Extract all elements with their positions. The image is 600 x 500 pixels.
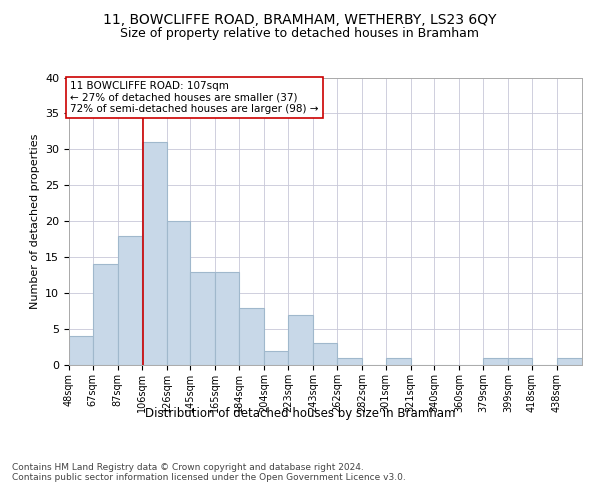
Bar: [190, 272, 215, 365]
Bar: [264, 350, 288, 365]
Bar: [508, 358, 532, 365]
Bar: [215, 272, 239, 365]
Bar: [239, 308, 264, 365]
Bar: [167, 221, 190, 365]
Bar: [93, 264, 118, 365]
Text: Size of property relative to detached houses in Bramham: Size of property relative to detached ho…: [121, 28, 479, 40]
Text: 11 BOWCLIFFE ROAD: 107sqm
← 27% of detached houses are smaller (37)
72% of semi-: 11 BOWCLIFFE ROAD: 107sqm ← 27% of detac…: [70, 81, 319, 114]
Text: 11, BOWCLIFFE ROAD, BRAMHAM, WETHERBY, LS23 6QY: 11, BOWCLIFFE ROAD, BRAMHAM, WETHERBY, L…: [103, 12, 497, 26]
Bar: [386, 358, 410, 365]
Bar: [288, 314, 313, 365]
Bar: [142, 142, 167, 365]
Bar: [118, 236, 142, 365]
Text: Distribution of detached houses by size in Bramham: Distribution of detached houses by size …: [145, 408, 455, 420]
Bar: [69, 336, 93, 365]
Bar: [557, 358, 582, 365]
Text: Contains HM Land Registry data © Crown copyright and database right 2024.
Contai: Contains HM Land Registry data © Crown c…: [12, 462, 406, 482]
Bar: [313, 344, 337, 365]
Bar: [483, 358, 508, 365]
Y-axis label: Number of detached properties: Number of detached properties: [29, 134, 40, 309]
Bar: [337, 358, 362, 365]
